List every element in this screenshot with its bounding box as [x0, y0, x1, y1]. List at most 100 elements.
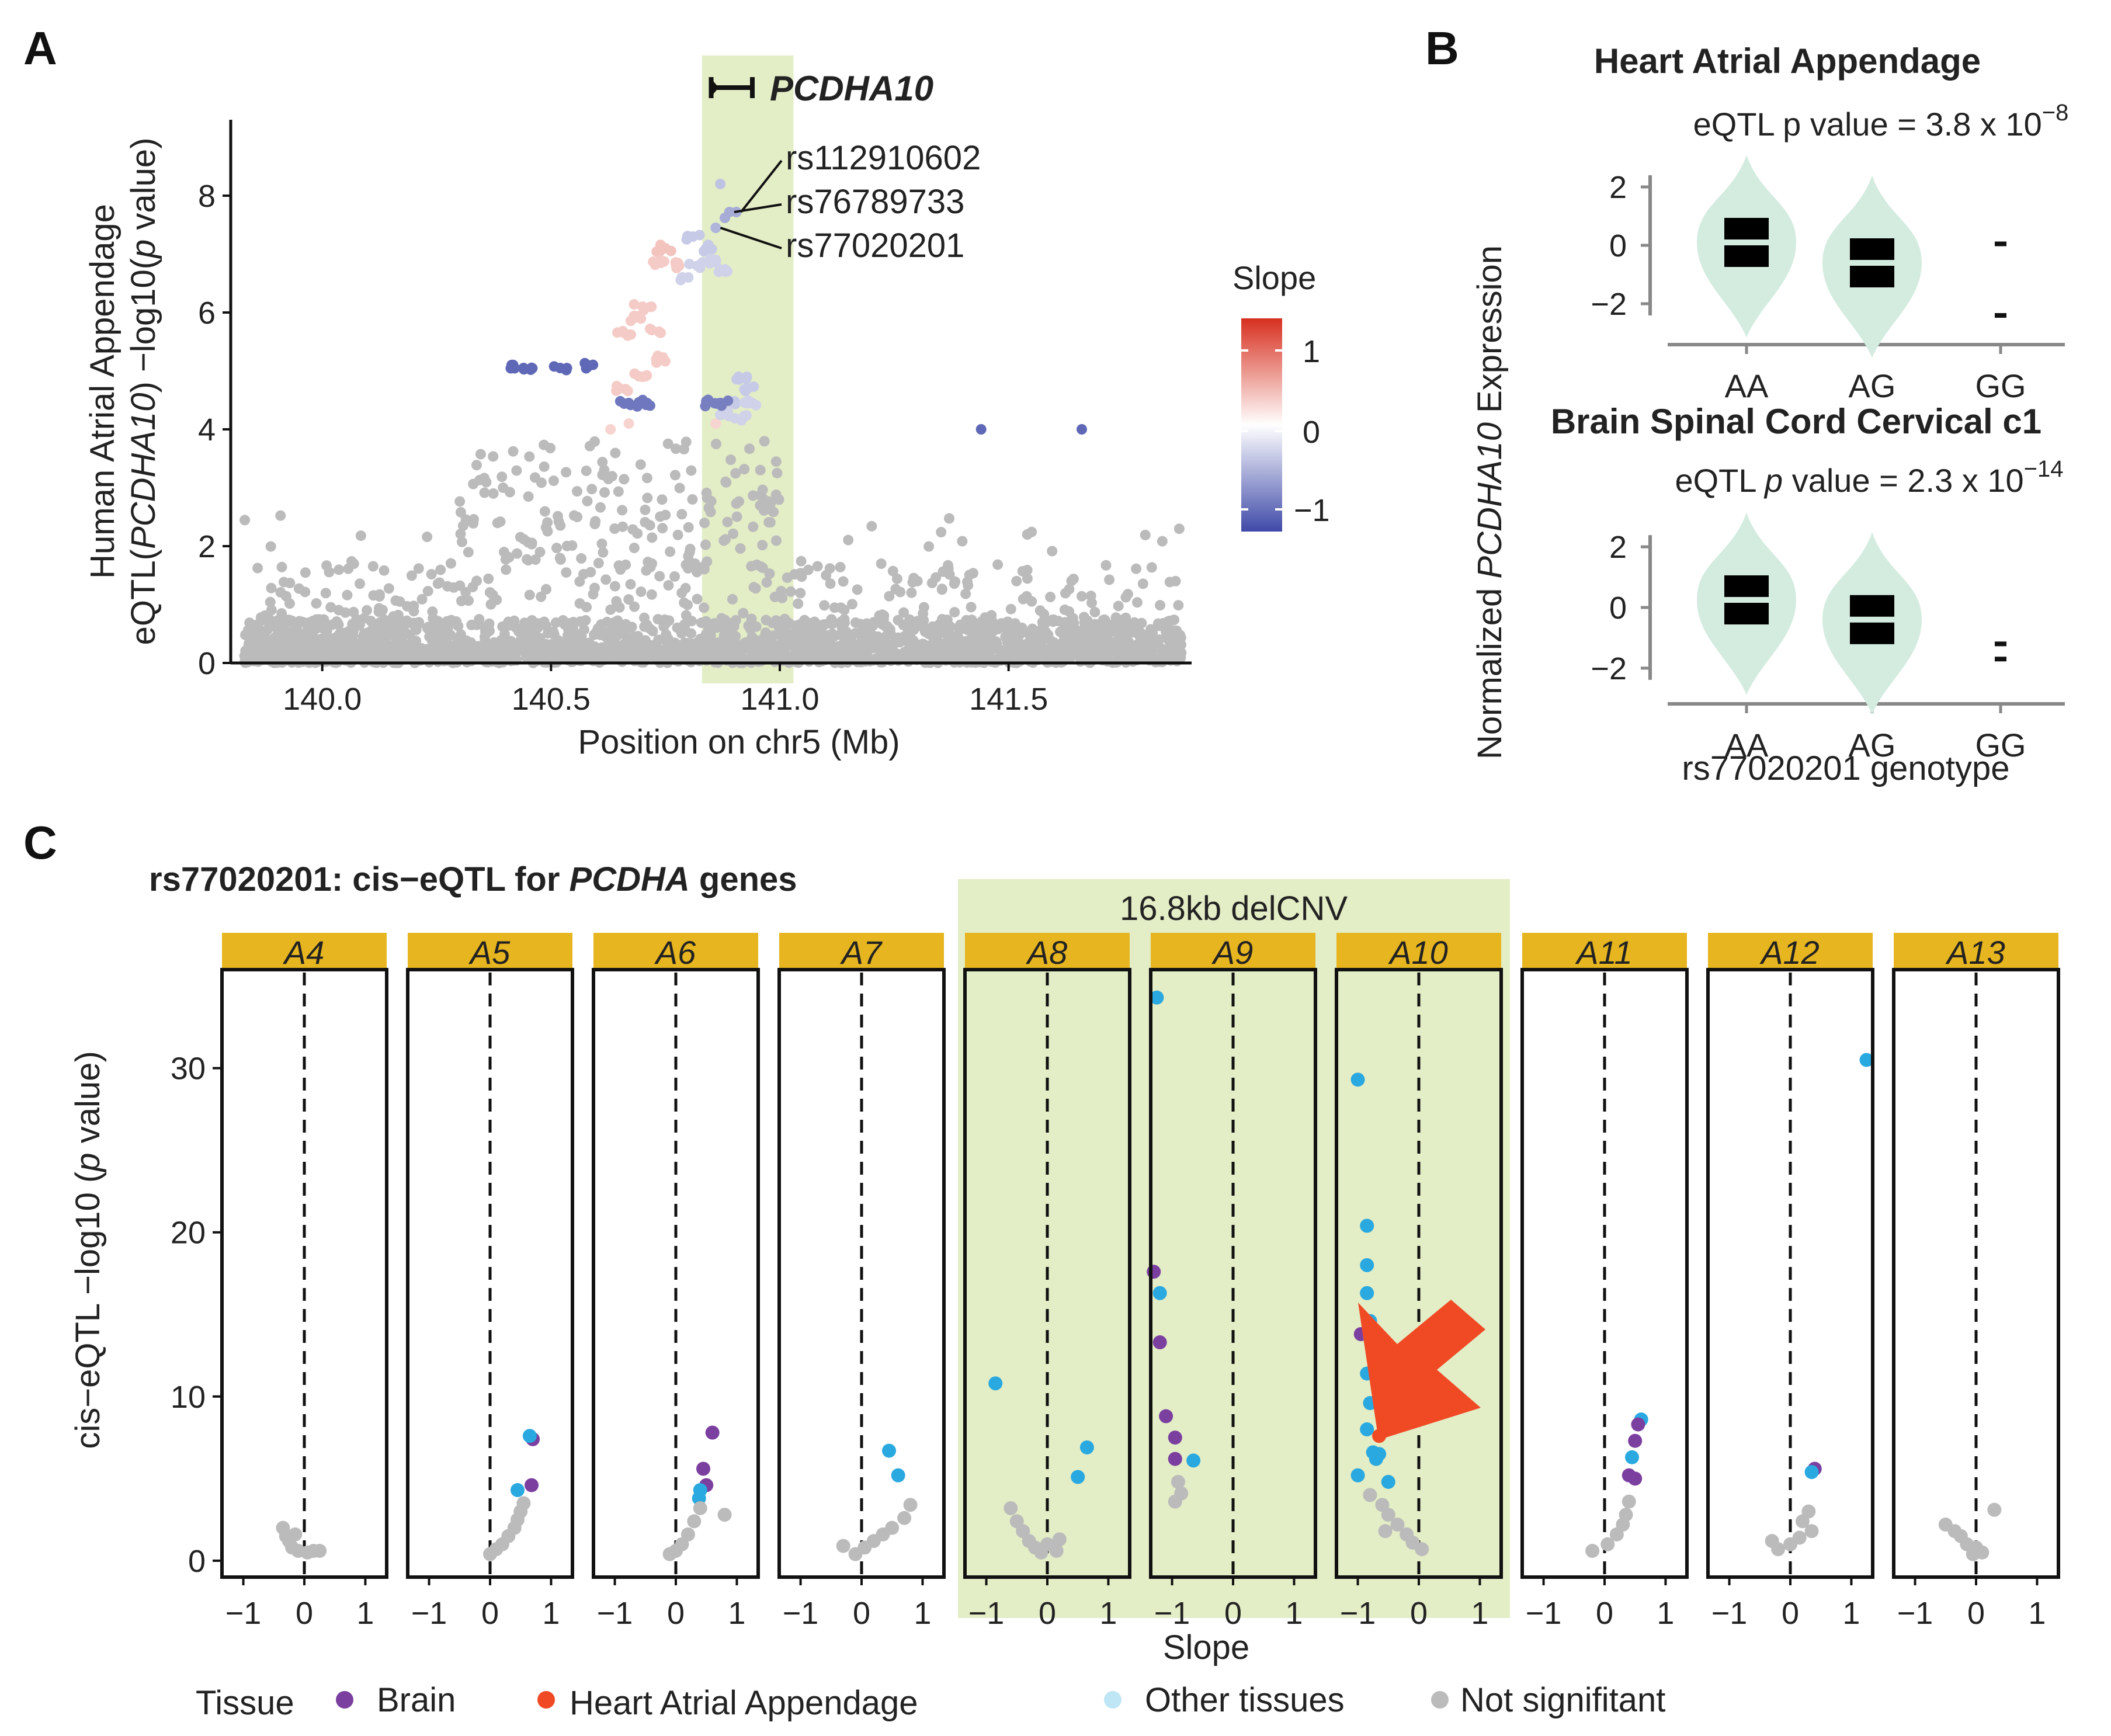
eqtl-point	[751, 400, 762, 411]
delcnv-label: 16.8kb delCNV	[1120, 890, 1348, 928]
ns-point	[679, 597, 690, 608]
ns-point	[710, 642, 721, 653]
ns-point	[676, 509, 688, 520]
ns-point	[617, 505, 628, 516]
legend-label-heart: Heart Atrial Appendage	[570, 1684, 918, 1722]
eqtl-point-other	[1372, 1447, 1387, 1461]
eqtl-point-ns	[1034, 1545, 1048, 1560]
ns-point	[416, 593, 428, 605]
ns-point	[595, 648, 606, 659]
ns-point	[706, 496, 717, 507]
ns-point	[586, 484, 598, 495]
median-line	[1850, 616, 1894, 623]
y-tick-label: −2	[1591, 651, 1627, 686]
ns-point	[1039, 609, 1050, 620]
ns-point	[702, 631, 713, 642]
ns-point	[1005, 603, 1016, 614]
x-tick-label: GG	[1975, 367, 2026, 404]
ns-point	[699, 602, 710, 613]
ns-point	[489, 651, 500, 662]
ns-point	[579, 653, 590, 664]
ns-point	[826, 618, 837, 629]
eqtl-point-ns	[1049, 1544, 1064, 1558]
ns-point	[655, 511, 666, 522]
x-tick-label: AA	[1725, 727, 1769, 763]
ns-point	[642, 643, 653, 654]
panel-b-letter: B	[1425, 22, 1459, 74]
tissue-legend: Tissue Brain Heart Atrial Appendage Othe…	[196, 1681, 1665, 1722]
ns-point	[674, 482, 685, 494]
y-tick-label: 8	[198, 179, 216, 214]
ns-point	[687, 494, 698, 505]
ns-point	[644, 520, 655, 531]
eqtl-point-brain	[1152, 1335, 1167, 1350]
ns-point	[698, 561, 709, 572]
legend-label-other: Other tissues	[1145, 1681, 1345, 1719]
x-tick-label: 141.0	[740, 682, 819, 717]
eqtl-point-ns	[669, 1544, 683, 1558]
eqtl-point	[526, 362, 537, 373]
ns-point	[324, 567, 335, 578]
ns-point	[603, 474, 614, 485]
eqtl-point-ns	[897, 1511, 912, 1525]
ns-point	[414, 617, 425, 628]
ns-point	[524, 451, 535, 462]
ns-point	[610, 447, 621, 459]
eqtl-point	[741, 373, 752, 384]
ns-point	[657, 523, 668, 534]
ns-point	[284, 598, 295, 609]
ns-point	[1152, 618, 1164, 629]
x-tick-label: 0	[1410, 1596, 1428, 1631]
tissue-legend-title: Tissue	[196, 1684, 294, 1722]
ns-point	[765, 517, 776, 528]
ns-point	[580, 614, 591, 626]
legend-key-brain	[336, 1691, 353, 1709]
eqtl-point	[623, 418, 634, 429]
ns-point	[957, 536, 968, 547]
ns-point	[764, 568, 775, 579]
ns-point	[1067, 613, 1078, 624]
ns-point	[1170, 575, 1181, 586]
panel-c-letter: C	[23, 817, 57, 869]
x-tick-label: 1	[1471, 1596, 1488, 1631]
ns-point	[999, 652, 1010, 664]
snp-leader-line	[720, 227, 782, 249]
x-tick-label: −1	[1526, 1596, 1562, 1631]
eqtl-point-ns	[1415, 1542, 1429, 1557]
panel-b-subplot-heart: 2 0 −2 AA AG GG	[1591, 155, 2065, 404]
ns-point	[553, 652, 564, 663]
x-tick-label: 1	[1285, 1596, 1303, 1631]
ns-point	[790, 644, 801, 655]
ns-point	[1002, 626, 1013, 637]
ns-point	[743, 640, 754, 651]
ns-point	[359, 613, 370, 624]
ns-point	[1074, 640, 1085, 651]
ns-point	[620, 629, 631, 640]
ns-point	[1029, 645, 1040, 656]
ns-point	[539, 461, 550, 472]
snp-label-rs76789733: rs76789733	[786, 183, 964, 221]
facet-strip	[222, 933, 387, 970]
y-tick-label: 0	[1609, 228, 1627, 263]
facet-strip	[1522, 933, 1687, 970]
eqtl-point-ns	[1804, 1524, 1819, 1539]
ns-point	[1011, 575, 1022, 586]
ns-point	[726, 642, 737, 653]
ns-point	[671, 638, 682, 650]
eqtl-point	[655, 255, 666, 266]
ns-point	[1131, 563, 1142, 574]
ns-point	[1082, 615, 1093, 626]
ns-point	[720, 534, 731, 545]
gene-highlight-region	[702, 55, 794, 683]
y-tick-label: 0	[1609, 591, 1627, 626]
ns-point	[936, 584, 947, 595]
ns-point	[374, 591, 385, 602]
ns-point	[761, 577, 772, 588]
ns-point	[334, 629, 345, 640]
ns-point	[866, 520, 877, 532]
ns-point	[436, 624, 447, 635]
ns-point	[650, 649, 661, 660]
eqtl-point	[738, 411, 749, 422]
ns-point	[642, 492, 653, 504]
ns-point	[932, 622, 943, 633]
